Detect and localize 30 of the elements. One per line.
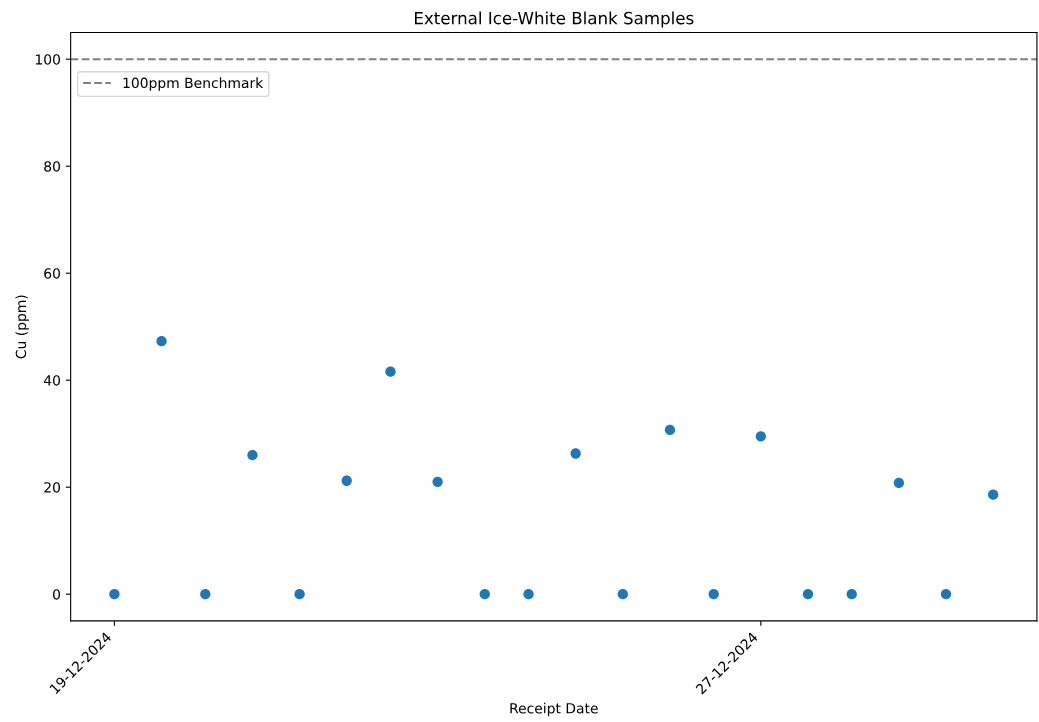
point <box>156 336 167 347</box>
y-tick-label: 100 <box>35 54 61 65</box>
point <box>385 366 396 377</box>
y-tick-label: 20 <box>44 482 61 493</box>
chart-title: External Ice-White Blank Samples <box>415 11 694 28</box>
point <box>940 589 952 600</box>
point <box>664 424 676 436</box>
point <box>247 449 258 461</box>
x-axis-title: Receipt Date <box>510 702 598 717</box>
point <box>802 589 814 600</box>
point <box>988 489 999 500</box>
point <box>893 477 905 489</box>
point <box>846 589 857 600</box>
point <box>341 475 352 486</box>
point <box>617 589 628 600</box>
y-tick-label: 60 <box>44 268 61 279</box>
legend-label: 100ppm Benchmark <box>123 77 264 91</box>
point <box>432 476 443 487</box>
point <box>200 589 211 600</box>
point <box>109 589 120 600</box>
y-tick-label: 0 <box>53 589 61 600</box>
y-tick-label: 80 <box>44 161 61 172</box>
y-tick-label: 40 <box>43 375 61 386</box>
y-axis-title: Cu (ppm) <box>15 295 29 359</box>
point <box>294 589 305 600</box>
point <box>479 589 490 600</box>
point <box>523 589 534 600</box>
point <box>755 431 766 442</box>
point <box>708 589 719 600</box>
point <box>570 448 581 459</box>
